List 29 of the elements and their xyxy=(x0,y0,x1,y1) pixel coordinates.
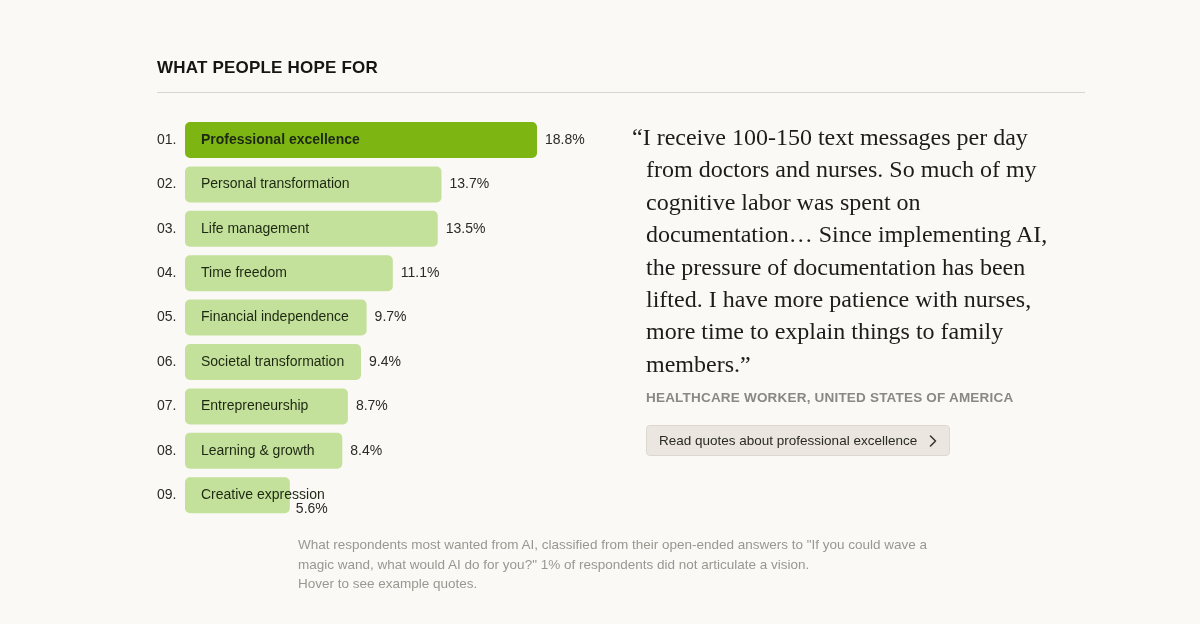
category-label: 08. Learning & growth xyxy=(157,441,315,458)
category-label: 09. Creative expression xyxy=(157,486,325,503)
text: HEALTHCARE WORKER, UNITED STATES OF AMERICA xyxy=(646,390,1014,405)
text: “I receive 100-150 text messages per day from doctors and nurses. So much of my cognitive labor was spent on documentation… Since implementing AI, the pressure of documentation has been lifted. I have more patience with nurses, more time to explain things to family members.” xyxy=(632,123,1049,379)
category-label: 06. Societal transformation xyxy=(157,352,345,369)
bar xyxy=(185,122,537,158)
bar xyxy=(185,210,438,247)
bar xyxy=(185,388,348,425)
data-label: 8.7% xyxy=(355,397,388,414)
data-label: 8.4% xyxy=(350,441,383,458)
data-label: 13.5% xyxy=(445,219,486,236)
category-label: 05. Financial independence xyxy=(157,308,349,325)
data-label: 11.1% xyxy=(400,264,440,281)
text: What respondents most wanted from AI, classified from their open-ended answers to "If you could wave a magic wand, what would AI do for you?" 1% of respondents did not articulate a vision. xyxy=(298,536,929,574)
text: Hover to see example quotes. xyxy=(298,575,479,593)
data-label: 13.7% xyxy=(449,175,490,192)
category-label: 01. Professional excellence xyxy=(157,130,360,147)
data-label: 18.8% xyxy=(545,130,585,147)
bar xyxy=(185,255,393,292)
chart-title: WHAT PEOPLE HOPE FOR xyxy=(157,58,378,78)
data-label: 9.4% xyxy=(369,352,401,369)
category-label: 07. Entrepreneurship xyxy=(157,397,309,414)
category-label: 03. Life management xyxy=(157,219,310,236)
text: Read quotes about professional excellence xyxy=(659,433,918,448)
category-label: 02. Personal transformation xyxy=(157,175,350,192)
bar xyxy=(185,166,442,203)
data-label: 9.7% xyxy=(374,308,407,325)
data-label: 5.6% xyxy=(295,500,328,517)
category-label: 04. Time freedom xyxy=(157,264,287,281)
